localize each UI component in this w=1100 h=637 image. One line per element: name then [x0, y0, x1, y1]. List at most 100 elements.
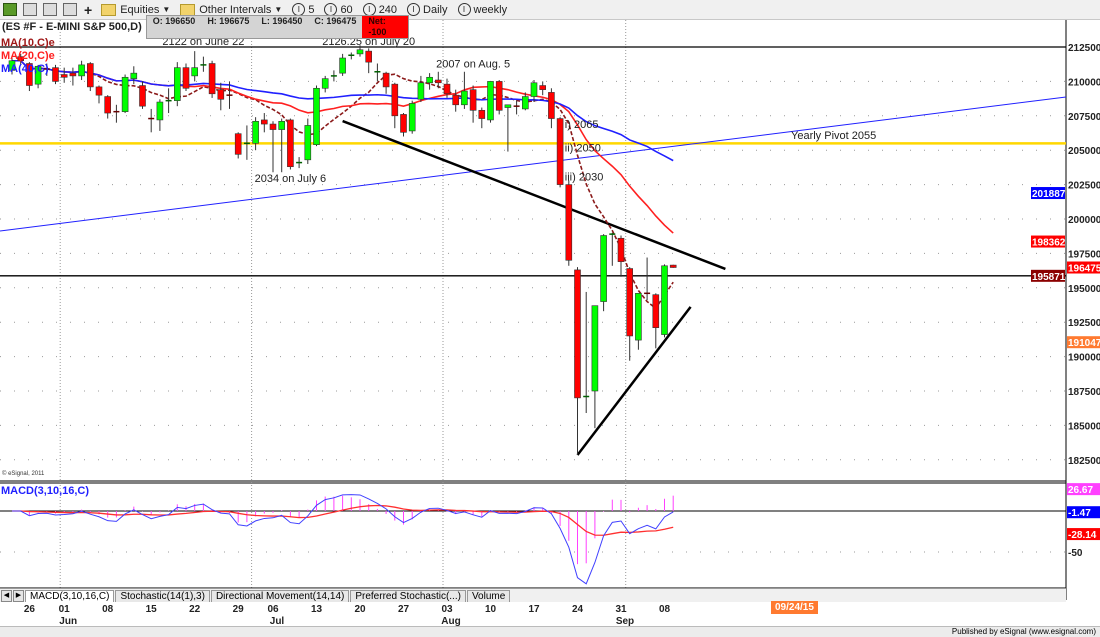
x-tick-label: 17	[528, 604, 540, 615]
price-tag-label: 195871	[1032, 272, 1066, 283]
tools-icon[interactable]	[63, 3, 77, 16]
candle	[495, 80, 503, 115]
price-tick-label: 192500	[1068, 318, 1100, 329]
x-tick-label: 27	[398, 604, 410, 615]
candle	[469, 85, 477, 123]
chart-layout-icon[interactable]	[3, 3, 17, 16]
candle	[548, 88, 555, 129]
interval-icon: I	[407, 3, 421, 16]
x-tick-label: 01	[59, 604, 71, 615]
candle-body	[182, 67, 190, 89]
candle	[217, 82, 225, 111]
tab-macd[interactable]: MACD(3,10,16,C)	[25, 590, 115, 602]
candle-body	[521, 96, 529, 110]
candle-body	[495, 81, 503, 111]
candle	[652, 293, 660, 349]
candle-body	[95, 86, 103, 96]
candle-body	[591, 305, 599, 392]
x-tick-label: 29	[233, 604, 245, 615]
macd-tag-label: -28.14	[1068, 530, 1097, 541]
candle	[191, 51, 198, 82]
interval-label: 240	[378, 3, 398, 16]
candle-body	[269, 123, 277, 130]
tab-stochastic[interactable]: Stochastic(14(1),3)	[115, 590, 210, 602]
candle	[52, 64, 59, 85]
candle-body	[69, 72, 77, 77]
candle	[365, 48, 373, 74]
x-tick-label: 22	[189, 604, 201, 615]
interval-label: Daily	[423, 3, 448, 16]
trendline	[342, 119, 726, 271]
candle	[287, 118, 294, 170]
candle	[356, 45, 364, 57]
folder-icon	[101, 3, 117, 16]
candle-body	[130, 72, 138, 79]
candle	[574, 267, 581, 455]
tab-volume[interactable]: Volume	[466, 590, 511, 602]
x-tick-label: 03	[441, 604, 453, 615]
tab-directional-movement[interactable]: Directional Movement(14,14)	[210, 590, 350, 602]
equities-label: Equities	[120, 3, 160, 16]
candle-body	[217, 89, 225, 100]
status-bar: Published by eSignal (www.esignal.com)	[0, 626, 1100, 637]
equities-dropdown[interactable]: Equities ▼	[101, 3, 171, 16]
price-tag	[1031, 235, 1065, 248]
candle-body	[382, 72, 390, 88]
candle	[252, 117, 259, 151]
candle-body	[252, 121, 259, 144]
interval-daily-button[interactable]: I Daily	[407, 3, 448, 16]
candle	[78, 60, 85, 81]
candle	[17, 53, 25, 65]
candle-body	[17, 56, 25, 62]
price-tag	[1031, 269, 1065, 282]
trendline	[576, 306, 692, 456]
macd-title: MACD(3,10,16,C)	[1, 485, 90, 497]
candle-body	[121, 76, 129, 112]
candle	[617, 235, 625, 277]
x-tick-label: 10	[485, 604, 497, 615]
tab-preferred-stochastic[interactable]: Preferred Stochastic(...)	[350, 590, 466, 602]
candle	[539, 81, 547, 96]
candle-body	[26, 63, 33, 86]
price-tag	[1067, 336, 1100, 349]
candle-body	[504, 104, 512, 108]
tab-scroll-left-icon[interactable]: ◀	[1, 590, 12, 602]
price-tick-label: 207500	[1068, 112, 1100, 123]
x-tick-label: 26	[24, 604, 36, 615]
candle-body	[52, 67, 59, 82]
candle	[87, 62, 94, 92]
price-tick-label: 202500	[1068, 181, 1100, 192]
candle	[400, 113, 407, 137]
candle	[513, 100, 520, 115]
x-month-label: Sep	[616, 616, 634, 626]
candle	[504, 104, 512, 152]
price-tag-label: 201887	[1032, 189, 1066, 200]
candle-body	[8, 60, 16, 71]
candle-body	[191, 67, 198, 77]
macd-tag-label: 26.67	[1068, 485, 1093, 496]
link-page-icon[interactable]	[43, 3, 57, 16]
price-tag	[1067, 261, 1100, 274]
chart-annotation: i) 2065	[565, 119, 599, 131]
candle-body	[443, 83, 451, 95]
price-tick-label: 187500	[1068, 387, 1100, 398]
add-icon[interactable]: +	[84, 1, 93, 18]
new-page-icon[interactable]	[23, 3, 37, 16]
caret-down-icon: ▼	[162, 5, 171, 14]
x-tick-label: 13	[311, 604, 323, 615]
indicator-tabs: ◀ ▶ MACD(3,10,16,C) Stochastic(14(1),3) …	[0, 588, 1066, 602]
candle	[113, 104, 120, 123]
interval-label: weekly	[473, 3, 508, 16]
candle	[644, 257, 651, 301]
candle	[34, 64, 42, 89]
low-value: L: 196450	[261, 16, 303, 26]
candle	[148, 108, 155, 133]
tab-scroll-right-icon[interactable]: ▶	[13, 590, 24, 602]
candle	[591, 305, 599, 429]
candle	[313, 85, 320, 147]
candle	[95, 85, 103, 104]
x-tick-label: 31	[615, 604, 627, 615]
candle-body	[339, 57, 346, 74]
